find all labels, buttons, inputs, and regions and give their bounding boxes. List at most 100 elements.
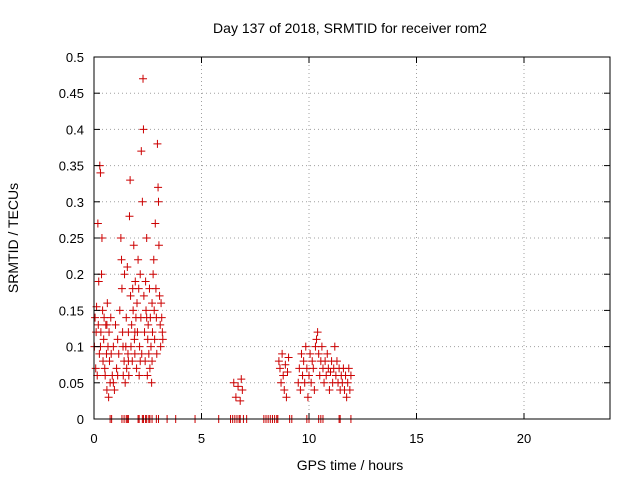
data-point [115,306,124,315]
grid-lines [94,57,610,419]
data-point [229,378,238,387]
data-point [149,255,158,264]
data-point [343,378,352,387]
data-point [141,277,150,286]
y-tick-label: 0.25 [59,231,84,246]
data-point [325,386,334,395]
data-point [297,349,306,358]
x-tick-label: 20 [517,431,531,446]
data-point [139,125,148,134]
x-tick-label: 15 [409,431,423,446]
data-point [147,378,156,387]
plot-frame [93,56,611,420]
data-point [114,349,123,358]
data-point [307,378,316,387]
data-point [113,335,122,344]
data-point [99,335,108,344]
data-point [151,284,160,293]
data-point [131,277,140,286]
y-tick-label: 0.05 [59,376,84,391]
data-point [238,386,247,395]
data-point [102,386,111,395]
data-point [96,328,105,337]
data-point [317,342,326,351]
data-point [342,393,351,402]
y-tick-label: 0.5 [66,50,84,65]
y-tick-labels: 0 0.05 0.1 0.15 0.2 0.25 0.3 0.35 0.4 0.45 0.5 [59,50,84,427]
data-point [123,349,132,358]
y-tick-label: 0.2 [66,267,84,282]
data-point [137,147,146,156]
x-tick-label: 0 [90,431,97,446]
x-tick-labels: 0 5 10 15 20 [90,431,531,446]
data-point [101,371,110,380]
data-point [152,349,161,358]
data-point [156,342,165,351]
data-point [323,349,332,358]
y-tick-label: 0.4 [66,122,84,137]
data-points [90,74,355,423]
data-point [138,197,147,206]
data-point [296,386,305,395]
data-point [130,328,139,337]
data-point [135,371,144,380]
data-point [143,335,152,344]
data-point [105,328,114,337]
y-tick-label: 0 [77,412,84,427]
data-point [308,357,317,366]
data-point [140,328,149,337]
data-point [146,342,155,351]
y-tick-label: 0.45 [59,86,84,101]
data-point [105,357,114,366]
x-tick-label: 10 [302,431,316,446]
data-point [124,357,133,366]
data-point [158,335,167,344]
data-point [277,378,286,387]
data-point [306,349,315,358]
data-point [330,342,339,351]
axis-ticks [93,56,610,420]
data-point [96,168,105,177]
data-point [236,396,245,405]
x-axis-label: GPS time / hours [297,457,404,473]
data-point [150,335,159,344]
data-point [142,234,151,242]
data-point [301,342,310,351]
data-point [134,255,143,264]
data-point [106,313,115,322]
data-point [157,299,166,308]
data-point [237,375,246,384]
data-point [284,353,293,362]
data-point [139,291,148,300]
data-point [231,393,240,402]
data-point [93,219,102,228]
data-point [279,371,288,380]
data-point [142,313,151,322]
data-point [122,364,131,373]
data-point [148,299,157,308]
data-point [143,371,152,380]
data-point [120,270,129,279]
data-point [148,328,157,337]
y-tick-label: 0.15 [59,303,84,318]
data-point [148,357,157,366]
data-point [305,371,313,380]
data-point [154,241,163,250]
data-point [322,371,331,380]
data-point [110,386,119,395]
data-point [109,378,118,387]
data-point [95,349,104,358]
data-point [283,367,292,376]
data-point [94,277,103,286]
data-point [282,393,291,402]
data-point [113,371,122,380]
data-point [145,364,154,373]
data-point [102,320,111,329]
data-point [281,360,290,369]
data-point [117,284,126,293]
data-point [320,378,329,387]
data-point [303,393,312,402]
data-point [144,320,153,329]
data-point [136,270,145,279]
data-point [153,139,162,148]
